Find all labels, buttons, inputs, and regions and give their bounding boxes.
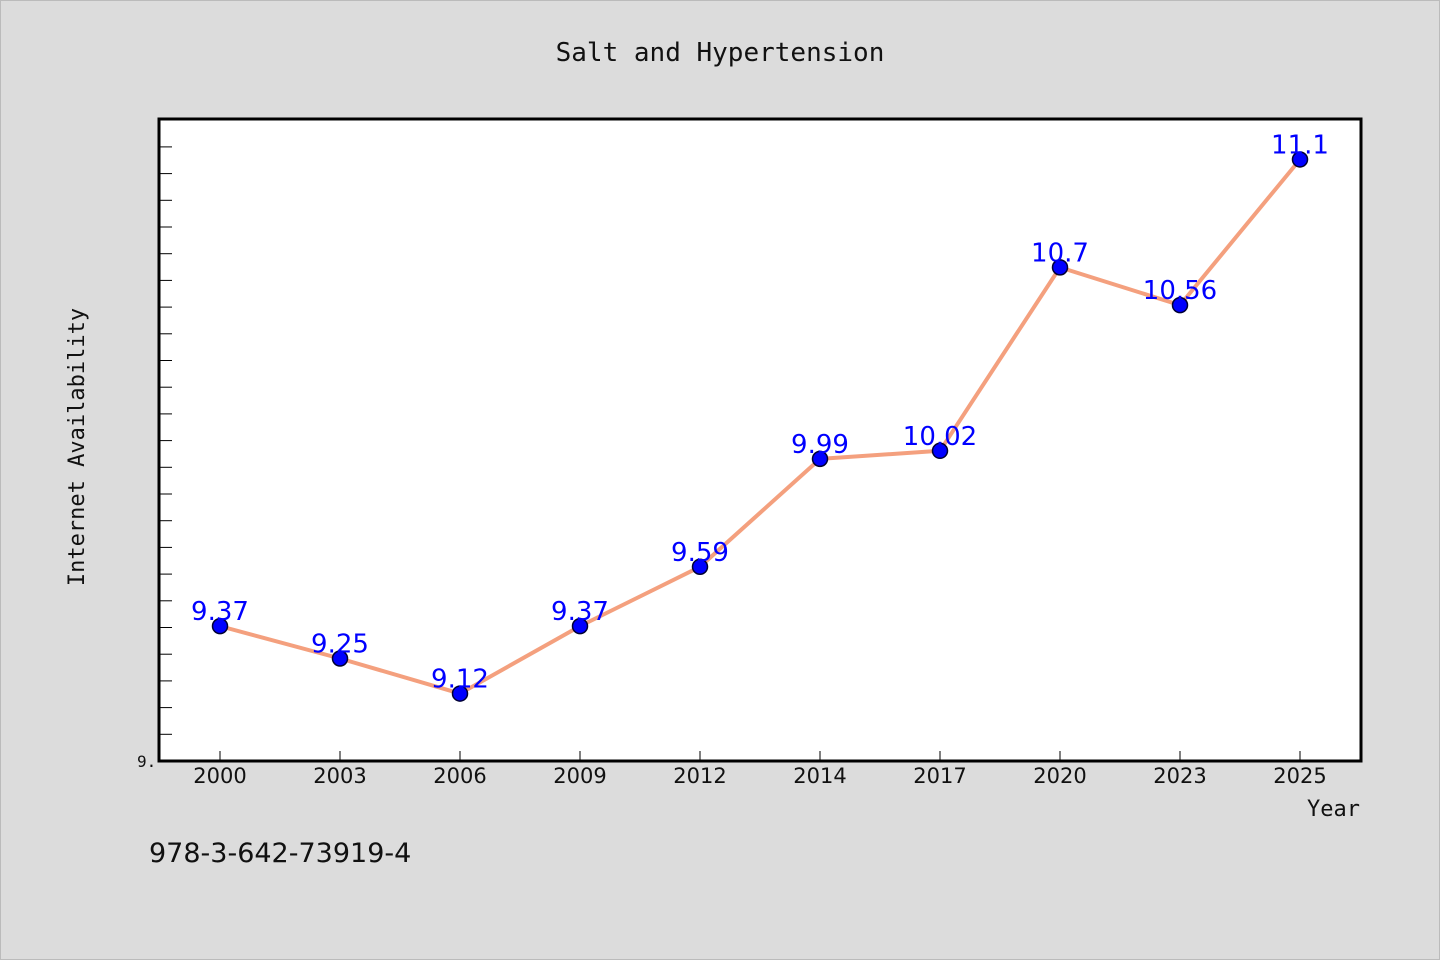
data-point xyxy=(211,617,229,635)
y-tick-label: 9. xyxy=(137,752,156,771)
series-line xyxy=(218,157,1302,696)
data-label: 10.7 xyxy=(1031,238,1089,268)
x-tick-label: 2025 xyxy=(1273,764,1326,788)
y-axis-label: Internet Availability xyxy=(65,308,90,586)
data-label: 9.59 xyxy=(671,538,729,568)
x-axis-ticks: 2000 2003 2006 2009 2012 2014 2017 2020 2023 2025 xyxy=(193,751,1327,788)
data-point xyxy=(931,442,949,460)
data-point xyxy=(1171,296,1189,314)
data-point xyxy=(811,450,829,468)
x-tick-label: 2017 xyxy=(913,764,966,788)
x-tick-label: 2023 xyxy=(1153,764,1206,788)
plot-area xyxy=(157,117,1363,763)
isbn-text: 978-3-642-73919-4 xyxy=(149,838,411,869)
x-tick-label: 2012 xyxy=(673,764,726,788)
data-point xyxy=(691,558,709,576)
data-point xyxy=(1291,151,1309,168)
data-label: 9.37 xyxy=(191,597,249,627)
data-label: 9.37 xyxy=(551,597,609,627)
x-tick-label: 2014 xyxy=(793,764,846,788)
x-axis-label: Year xyxy=(1307,797,1360,822)
data-label: 9.99 xyxy=(791,430,849,460)
x-tick-label: 2006 xyxy=(433,764,486,788)
data-point xyxy=(331,650,349,667)
data-point xyxy=(451,685,469,702)
y-axis-ticks xyxy=(159,146,172,762)
data-point xyxy=(571,617,589,635)
data-markers xyxy=(211,151,1309,702)
data-label: 11.1 xyxy=(1271,130,1329,160)
data-label: 10.56 xyxy=(1143,276,1217,306)
x-tick-label: 2003 xyxy=(313,764,366,788)
x-tick-label: 2009 xyxy=(553,764,606,788)
data-label: 9.25 xyxy=(311,629,369,659)
x-tick-label: 2000 xyxy=(193,764,246,788)
data-label: 9.12 xyxy=(431,665,489,695)
x-tick-label: 2020 xyxy=(1033,764,1086,788)
chart-title: Salt and Hypertension xyxy=(556,38,885,68)
data-label: 10.02 xyxy=(903,422,977,452)
data-point xyxy=(1051,259,1069,276)
data-labels: 9.37 9.25 9.12 9.37 9.59 9.99 10.02 10.7 10.56 11… xyxy=(191,130,1329,694)
